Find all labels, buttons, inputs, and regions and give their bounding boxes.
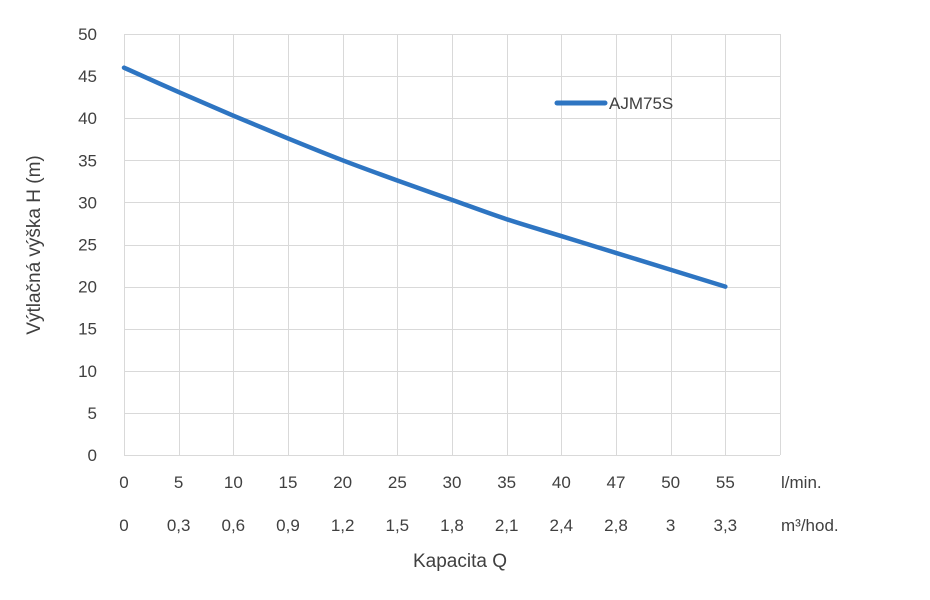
x-unit-lmin-label: l/min. [781, 473, 822, 492]
x-tick-label-m3h: 2,1 [495, 516, 519, 535]
x-tick-label-m3h: 0,3 [167, 516, 191, 535]
x-tick-label-lmin: 47 [607, 473, 626, 492]
x-tick-label-lmin: 25 [388, 473, 407, 492]
x-tick-label-lmin: 55 [716, 473, 735, 492]
y-tick-label: 50 [78, 25, 97, 44]
series-line-ajm75s [121, 65, 728, 289]
y-tick-label: 40 [78, 109, 97, 128]
x-unit-m3h-label: m³/hod. [781, 516, 839, 535]
x-tick-label-lmin: 50 [661, 473, 680, 492]
y-tick-label: 0 [88, 446, 97, 465]
legend-label-ajm75s: AJM75S [609, 94, 673, 113]
x-tick-label-m3h: 0,6 [222, 516, 246, 535]
x-tick-label-lmin: 40 [552, 473, 571, 492]
y-tick-label: 45 [78, 67, 97, 86]
x-tick-label-m3h: 0 [119, 516, 128, 535]
x-tick-label-m3h: 3 [666, 516, 675, 535]
x-tick-label-lmin: 15 [279, 473, 298, 492]
x-tick-label-lmin: 5 [174, 473, 183, 492]
grid-lines [124, 34, 781, 456]
x-tick-label-m3h: 1,2 [331, 516, 355, 535]
y-tick-label: 15 [78, 320, 97, 339]
y-tick-label: 30 [78, 193, 97, 212]
x-tick-label-m3h: 3,3 [714, 516, 738, 535]
x-tick-label-m3h: 1,5 [386, 516, 410, 535]
x-tick-label-lmin: 0 [119, 473, 128, 492]
x-tick-label-lmin: 10 [224, 473, 243, 492]
x-tick-label-lmin: 20 [333, 473, 352, 492]
x-tick-labels: 0 5 10 15 20 25 30 35 40 47 50 55 0 0,3 0,6 0,9 1,2 1,5 1,… [119, 473, 737, 535]
x-tick-label-m3h: 1,8 [440, 516, 464, 535]
x-tick-label-lmin: 35 [497, 473, 516, 492]
x-tick-label-m3h: 2,4 [550, 516, 574, 535]
series-layer [121, 65, 728, 289]
x-tick-label-m3h: 0,9 [276, 516, 300, 535]
x-axis-title: Kapacita Q [413, 551, 507, 572]
x-tick-label-m3h: 2,8 [604, 516, 628, 535]
y-tick-label: 20 [78, 278, 97, 297]
y-axis-title: Výtlačná výška H (m) [24, 155, 45, 334]
y-tick-label: 35 [78, 151, 97, 170]
y-tick-labels: 0 5 10 15 20 25 30 35 40 45 50 [78, 25, 97, 465]
y-tick-label: 5 [88, 404, 97, 423]
legend: AJM75S [554, 94, 673, 113]
x-tick-label-lmin: 30 [443, 473, 462, 492]
y-tick-label: 25 [78, 236, 97, 255]
y-tick-label: 10 [78, 362, 97, 381]
